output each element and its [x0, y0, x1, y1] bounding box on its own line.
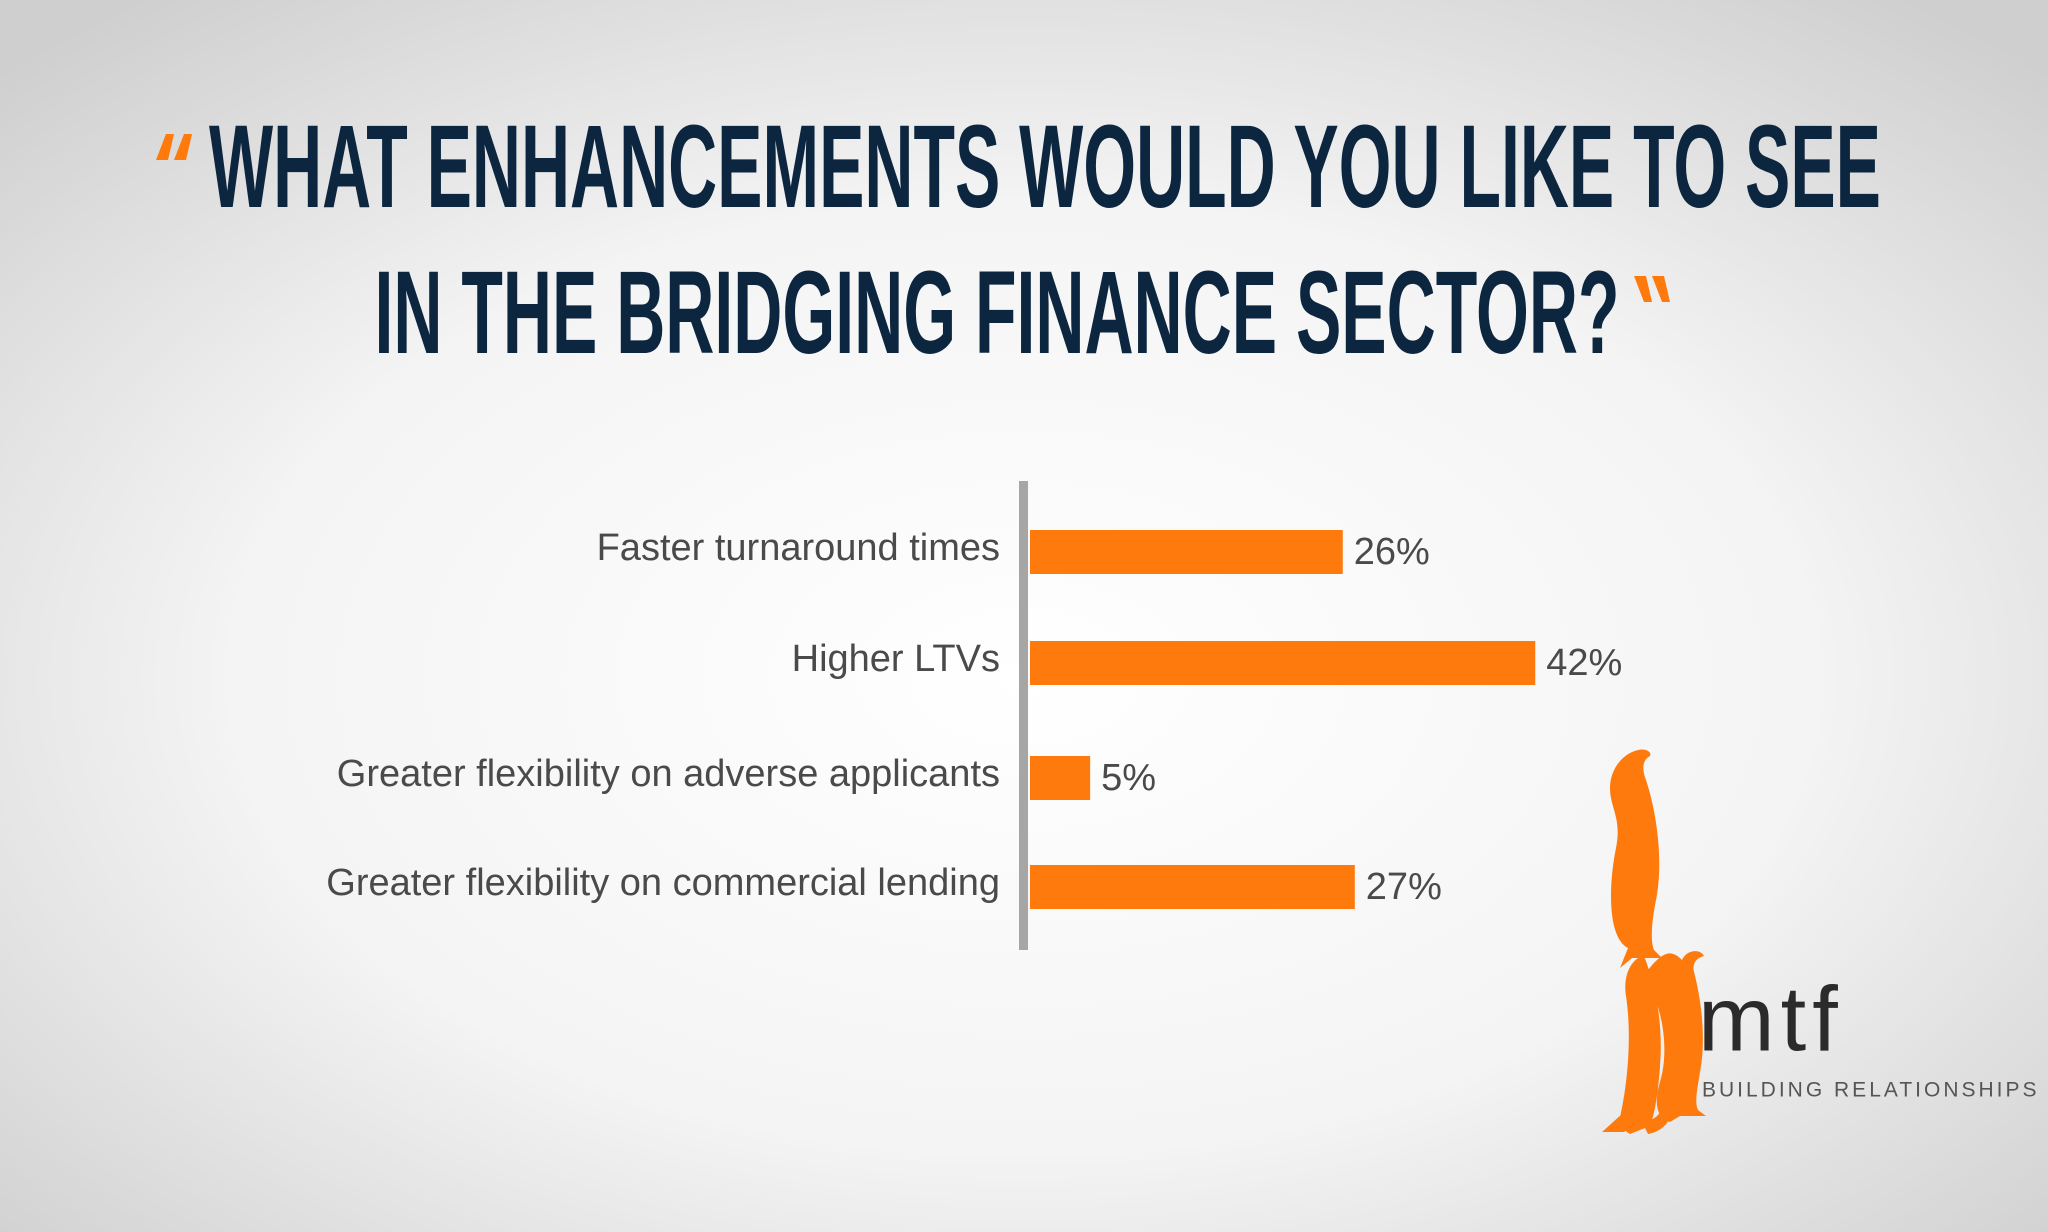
- logo-tagline: BUILDING RELATIONSHIPS: [1702, 1079, 2040, 1102]
- logo-mark: [1602, 749, 1706, 1134]
- value-label: 27%: [1366, 866, 1442, 908]
- axis-line: [1019, 481, 1028, 950]
- category-label: Greater flexibility on adverse applicant…: [337, 753, 1000, 795]
- quote-open: [156, 134, 192, 160]
- bar: [1030, 756, 1091, 800]
- value-label: 5%: [1101, 757, 1156, 799]
- quote-close: [1634, 276, 1670, 302]
- chart-title: IN THE BRIDGING FINANCE SECTOR?: [375, 247, 1620, 379]
- bar: [1030, 530, 1343, 574]
- category-label: Higher LTVs: [792, 638, 1000, 680]
- logo-name: mtf: [1698, 968, 1844, 1070]
- category-label: Greater flexibility on commercial lendin…: [326, 862, 1000, 904]
- bar: [1030, 865, 1355, 909]
- bar: [1030, 641, 1536, 685]
- value-label: 26%: [1354, 531, 1430, 573]
- chart-title: WHAT ENHANCEMENTS WOULD YOU LIKE TO SEE: [209, 101, 1881, 233]
- value-label: 42%: [1546, 642, 1622, 684]
- category-label: Faster turnaround times: [597, 527, 1000, 569]
